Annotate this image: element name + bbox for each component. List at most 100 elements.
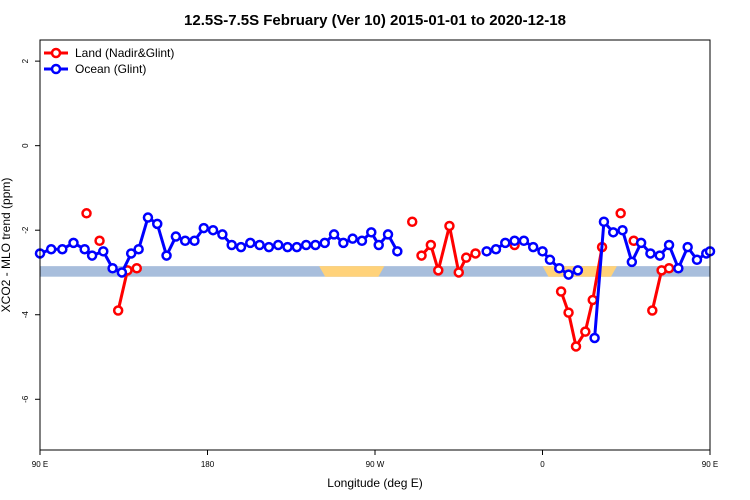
data-point-land-1-0 [94, 235, 105, 247]
data-point-ocean-0-3 [68, 237, 79, 249]
data-point-ocean-1-6 [537, 246, 548, 257]
data-point-ocean-0-4 [79, 243, 90, 255]
data-point-ocean-1-10 [572, 265, 584, 276]
data-point-ocean-2-5 [635, 237, 647, 249]
data-point-land-3-0 [406, 216, 418, 228]
data-point-ocean-1-2 [500, 237, 511, 249]
y-axis: 2 0 -2 -4 -6 [21, 58, 40, 403]
data-point-ocean-0-18 [207, 224, 219, 236]
data-point-ocean-0-13 [161, 250, 172, 261]
data-point-ocean-2-11 [691, 254, 703, 266]
data-point-ocean-0-22 [245, 237, 256, 249]
data-point-land-9-2 [663, 262, 675, 274]
legend-label-ocean: Ocean (Glint) [75, 62, 146, 76]
data-point-ocean-0-20 [226, 239, 237, 251]
data-point-ocean-2-9 [673, 262, 684, 274]
data-point-land-6-1 [563, 307, 574, 318]
data-point-ocean-1-1 [490, 243, 502, 255]
data-point-ocean-2-0 [589, 332, 600, 344]
legend-marker-ocean [50, 63, 62, 75]
data-point-ocean-1-3 [509, 235, 520, 247]
y-tick-label-1: 0 [21, 143, 30, 148]
x-tick-label-3: 0 [540, 460, 545, 469]
data-point-ocean-0-26 [282, 241, 293, 253]
legend-label-land: Land (Nadir&Glint) [75, 46, 174, 60]
x-tick-label-4: 90 E [702, 460, 718, 469]
data-point-ocean-2-3 [617, 224, 628, 236]
data-point-ocean-0-9 [125, 248, 137, 259]
y-tick-label-2: -2 [21, 226, 30, 234]
data-point-ocean-2-4 [626, 256, 638, 268]
chart-title: 12.5S-7.5S February (Ver 10) 2015-01-01 … [184, 12, 566, 29]
data-point-ocean-0-8 [116, 267, 128, 278]
data-point-ocean-0-6 [98, 246, 109, 257]
data-point-ocean-1-5 [527, 241, 539, 253]
x-axis: 90 E 180 90 W 0 90 E [32, 450, 718, 469]
y-axis-label: XCO2 - MLO trend (ppm) [0, 178, 13, 313]
data-point-ocean-2-8 [663, 239, 675, 251]
x-tick-label-0: 90 E [32, 460, 48, 469]
data-point-ocean-0-28 [300, 239, 312, 251]
data-point-ocean-1-8 [554, 262, 565, 274]
data-point-ocean-0-27 [291, 241, 303, 253]
legend-marker-land [50, 47, 62, 59]
series-line-ocean-2 [593, 220, 711, 339]
data-point-ocean-0-1 [45, 243, 57, 255]
data-point-land-4-2 [433, 265, 444, 276]
x-tick-label-2: 90 W [366, 460, 385, 469]
data-point-ocean-0-33 [347, 233, 358, 244]
data-point-ocean-0-10 [133, 243, 144, 255]
data-point-land-4-0 [416, 250, 427, 261]
data-point-ocean-1-7 [544, 254, 556, 266]
data-point-ocean-0-35 [366, 227, 377, 238]
y-tick-label-0: 2 [21, 58, 30, 63]
data-point-land-0-0 [81, 208, 92, 219]
y-tick-label-3: -4 [21, 311, 30, 319]
data-point-land-9-0 [647, 305, 658, 316]
data-point-land-4-1 [425, 239, 437, 251]
data-point-ocean-2-6 [645, 248, 656, 259]
data-point-ocean-0-5 [86, 250, 98, 261]
data-point-land-6-4 [587, 294, 598, 306]
data-point-ocean-1-4 [518, 235, 530, 247]
data-point-ocean-0-21 [235, 241, 247, 253]
data-point-ocean-0-23 [254, 239, 265, 251]
data-point-ocean-0-38 [392, 246, 403, 257]
data-point-ocean-2-2 [607, 227, 619, 238]
legend: Land (Nadir&Glint) Ocean (Glint) [44, 46, 174, 76]
data-point-ocean-0-14 [170, 231, 182, 242]
data-point-ocean-0-15 [179, 235, 191, 247]
x-axis-label: Longitude (deg E) [327, 476, 422, 490]
data-point-ocean-0-7 [107, 262, 118, 274]
data-point-ocean-0-37 [382, 229, 394, 240]
data-point-ocean-0-12 [152, 218, 163, 230]
data-point-ocean-1-0 [481, 246, 492, 257]
data-point-ocean-0-16 [189, 235, 200, 247]
data-point-land-6-0 [555, 286, 567, 297]
data-point-land-4-3 [444, 220, 455, 232]
data-point-ocean-2-7 [654, 250, 665, 261]
data-point-ocean-2-10 [682, 241, 693, 253]
data-point-ocean-0-36 [373, 239, 384, 251]
data-point-ocean-0-31 [328, 229, 340, 240]
data-point-ocean-0-17 [198, 222, 210, 234]
data-point-land-4-6 [470, 248, 481, 259]
data-point-land-7-0 [615, 208, 626, 219]
data-point-ocean-0-30 [319, 237, 330, 249]
series-ocean [34, 212, 716, 344]
series-land [81, 208, 675, 352]
data-point-land-4-5 [460, 252, 472, 263]
x-tick-label-1: 180 [201, 460, 215, 469]
data-point-ocean-0-32 [338, 237, 349, 249]
data-point-ocean-0-25 [272, 239, 284, 251]
data-point-ocean-2-1 [598, 216, 610, 228]
data-point-land-4-4 [453, 267, 464, 278]
data-point-land-6-2 [570, 341, 582, 352]
data-point-land-6-3 [580, 326, 591, 337]
data-point-ocean-0-29 [310, 239, 321, 251]
data-point-ocean-0-2 [57, 243, 68, 255]
series-layer [34, 208, 716, 352]
data-point-ocean-0-34 [356, 235, 368, 247]
data-point-ocean-0-24 [263, 241, 275, 253]
